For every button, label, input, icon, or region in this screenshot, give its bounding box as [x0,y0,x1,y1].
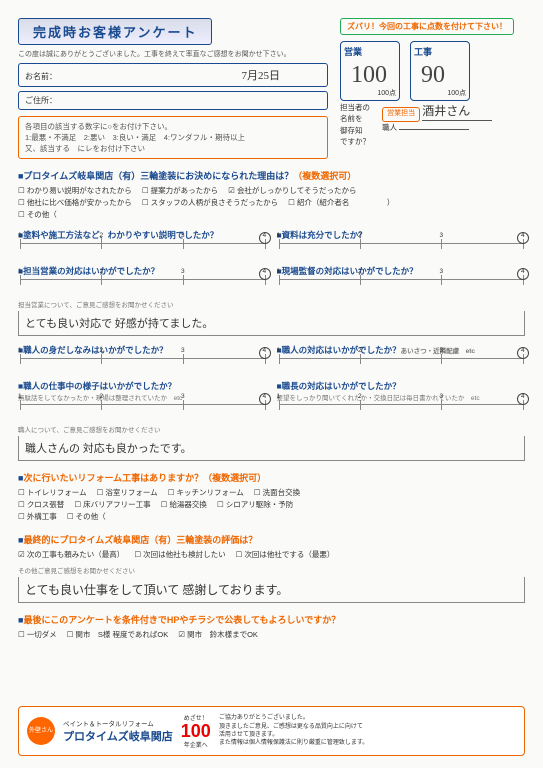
q-sales: 担当営業の対応はいかがでしたか？ [18,265,267,277]
addr-row: ご住所： [18,91,328,110]
checkbox-option[interactable]: 次の工事も頼みたい（最高） [18,549,124,561]
q-worker: 職人の対応はいかがでしたか？あいさつ・近隣配慮 etc [277,344,526,356]
q1: ■プロタイムズ岐阜関店（有）三輪塗装にお決めになられた理由は？（複数選択可） [18,169,525,182]
name-label: お名前： [25,72,57,81]
checkbox-option[interactable]: わかり易い説明がなされたから [18,185,132,197]
free1-text: とても良い対応で 好感が持てました。 [18,311,525,336]
tanto-craft-tag: 職人 [382,123,397,132]
checkbox-option[interactable]: キッチンリフォーム [168,487,244,499]
q-working: 職人の仕事中の様子はいかがでしたか？ [18,380,267,392]
checkbox-option[interactable]: その他（ [67,511,106,523]
checkbox-option[interactable]: シロアリ駆除・予防 [217,499,293,511]
score-work-max: 100点 [447,88,466,98]
scale: 1234 [279,358,524,372]
checkbox-option[interactable]: 給湯器交換 [161,499,207,511]
checkbox-option[interactable]: 次回は他社も検討したい [134,549,225,561]
checkbox-option[interactable]: 一切ダメ [18,629,57,641]
checkbox-option[interactable]: 関市 鈴木様までOK [178,629,258,641]
q4-title: 最後にこのアンケートを条件付きでHPやチラシで公表してもよろしいですか？ [23,615,340,625]
q-docs: 資料は充分でしたか？ [277,229,526,241]
scale: 1234 [20,358,265,372]
q2-options: トイレリフォーム浴室リフォームキッチンリフォーム洗面台交換クロス張替床バリアフリ… [18,487,525,523]
checkbox-option[interactable]: 床バリアフリー工事 [74,499,150,511]
score-sales: 営業 100 100点 [340,41,400,101]
tanto-craft-blank [399,129,469,130]
checkbox-option[interactable]: 提案力があったから [142,185,218,197]
scale: 1234 [279,404,524,418]
q-working-note: 無駄話をしてなかったか・現場は整理されていたか etc [18,392,267,402]
footer-text: ご協力ありがとうございました。 頂きましたご意見、ご感想は更なる品質向上に向けて… [219,714,368,748]
tanto-sales-name: 酒井さん [422,102,492,121]
checkbox-option[interactable]: 関市 S様 程度であればOK [67,629,169,641]
legend-l1: 各項目の該当する数字に○をお付け下さい。 [25,121,321,132]
free3-text: とても良い仕事をして頂いて 感謝しております。 [18,577,525,603]
checkbox-option[interactable]: 紹介（紹介者名 ） [288,197,394,209]
footer-mid-bot: 年企業へ [181,740,211,749]
scale: 1234 [20,404,265,418]
q1-options: わかり易い説明がなされたから提案力があったから会社がしっかりしてそうだったから他… [18,185,525,221]
free1-label: 担当営業について、ご意見ご感想をお聞かせください [18,299,525,309]
q3-options: 次の工事も頼みたい（最高） 次回は他社も検討したい次回は他社でする（最悪） [18,549,525,561]
tanto-q: 担当者の 名前を 御存知 ですか？ [340,102,380,147]
score-sales-value: 100 [351,62,387,89]
q-foreman: 職長の対応はいかがでしたか？ [277,380,526,392]
tanto-sales-tag: 営業担当 [382,107,420,122]
checkbox-option[interactable]: その他（ [18,209,57,221]
checkbox-option[interactable]: トイレリフォーム [18,487,87,499]
free2-label: 職人について、ご意見ご感想をお聞かせください [18,424,525,434]
q1-suf: （複数選択可） [293,171,356,181]
checkbox-option[interactable]: 次回は他社でする（最悪） [236,549,335,561]
scale: 1234 [20,279,265,293]
q3: ■最終的にプロタイムズ岐阜関店（有）三輪塗装の評価は？ [18,533,525,546]
free3-label: その他ご意見ご感想をお聞かせください [18,565,525,575]
survey-title: 完成時お客様アンケート [18,18,212,45]
score-sales-max: 100点 [377,88,396,98]
date-value: 7月25日 [241,70,280,82]
legend-box: 各項目の該当する数字に○をお付け下さい。 1:最悪・不満足 2:悪い 3:良い・… [18,116,328,159]
q2: ■次に行いたいリフォーム工事はありますか？（複数選択可） [18,471,525,484]
name-row: お名前： 7月25日 [18,63,328,87]
q-foreman-note: 要望をしっかり聞いてくれたか・交換日記は毎日書かれていたか etc [277,392,526,402]
legend-l3: 又、該当する にレをお付け下さい [25,143,321,154]
scale: 1234 [279,243,524,257]
q4-options: 一切ダメ関市 S様 程度であればOK 関市 鈴木様までOK [18,629,525,641]
score-sales-label: 営業 [344,45,396,58]
checkbox-option[interactable]: 洗面台交換 [254,487,300,499]
checkbox-option[interactable]: 会社がしっかりしてそうだったから [228,185,356,197]
q-super: 現場監督の対応はいかがでしたか？ [277,265,526,277]
q3-title: 最終的にプロタイムズ岐阜関店（有）三輪塗装の評価は？ [23,535,257,545]
q-appear: 職人の身だしなみはいかがでしたか？ [18,344,267,356]
score-banner: ズバリ！今回の工事に点数を付けて下さい！ [340,18,514,35]
q-expl: 塗料や施工方法など、わかりやすい説明でしたか？ [18,229,267,241]
score-work: 工事 90 100点 [410,41,470,101]
score-area: ズバリ！今回の工事に点数を付けて下さい！ 営業 100 100点 工事 90 1… [340,18,525,101]
scale: 1234 [279,279,524,293]
score-work-value: 90 [421,62,445,89]
footer: 外壁さん ペイント＆トータルリフォーム プロタイムズ岐阜関店 めざせ！ 100 … [18,706,525,756]
footer-logo-icon: 外壁さん [27,717,55,745]
footer-brand: ペイント＆トータルリフォーム プロタイムズ岐阜関店 [63,718,173,744]
addr-label: ご住所： [25,96,57,105]
q-worker-note: あいさつ・近隣配慮 etc [401,348,475,355]
footer-tag: ペイント＆トータルリフォーム [63,718,173,728]
q1-title: ■プロタイムズ岐阜関店（有）三輪塗装にお決めになられた理由は？ [18,171,293,181]
footer-mid: めざせ！ 100 年企業へ [181,713,211,749]
checkbox-option[interactable]: クロス張替 [18,499,64,511]
checkbox-option[interactable]: 他社に比べ価格が安かったから [18,197,132,209]
footer-mid-num: 100 [181,721,211,741]
q4: ■最後にこのアンケートを条件付きでHPやチラシで公表してもよろしいですか？ [18,613,525,626]
free2-text: 職人さんの 対応も良かったです。 [18,436,525,461]
checkbox-option[interactable]: 外構工事 [18,511,57,523]
q2-title: 次に行いたいリフォーム工事はありますか？（複数選択可） [23,473,266,483]
footer-brand-name: プロタイムズ岐阜関店 [63,731,173,743]
score-work-label: 工事 [414,45,466,58]
checkbox-option[interactable]: スタッフの人柄が良さそうだったから [142,197,278,209]
scale: 1234 [20,243,265,257]
tanto-block: 担当者の 名前を 御存知 ですか？ 営業担当 酒井さん 職人 [340,102,525,147]
legend-l2: 1:最悪・不満足 2:悪い 3:良い・満足 4:ワンダフル・期待以上 [25,132,321,143]
checkbox-option[interactable]: 浴室リフォーム [97,487,158,499]
